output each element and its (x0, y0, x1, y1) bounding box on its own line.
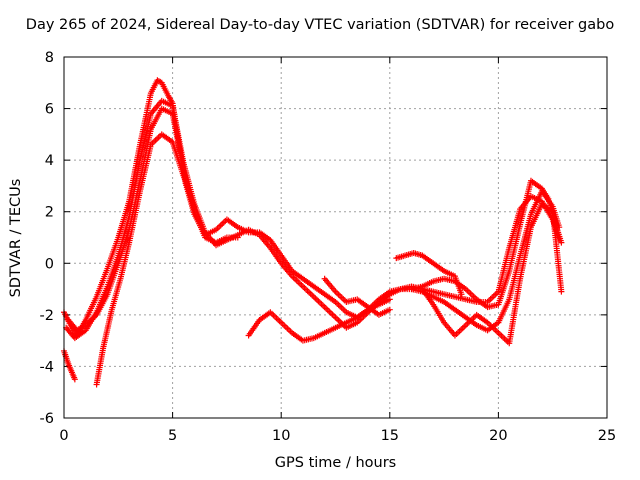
x-tick-label: 5 (168, 428, 177, 444)
chart-title: Day 265 of 2024, Sidereal Day-to-day VTE… (25, 17, 615, 33)
data-point (386, 296, 393, 303)
x-tick-label: 0 (59, 428, 68, 444)
x-axis-label: GPS time / hours (274, 455, 397, 471)
data-points (61, 77, 565, 388)
data-point (234, 234, 241, 241)
y-tick-label: 8 (45, 50, 54, 66)
data-point (386, 306, 393, 313)
series-track-2 (63, 97, 563, 342)
y-tick-label: 0 (45, 256, 54, 272)
series-track-9 (408, 188, 563, 334)
y-tick-label: 6 (45, 102, 54, 118)
series-track-8 (393, 249, 465, 298)
series-track-7 (321, 275, 393, 318)
data-point (558, 288, 565, 295)
data-point (458, 291, 465, 298)
axis-ticks: 0 5 10 15 20 25 -6 -4 -2 0 2 4 6 8 (40, 50, 617, 444)
y-axis-label: SDTVAR / TECUs (8, 178, 24, 298)
x-tick-label: 25 (598, 428, 616, 444)
data-point (191, 203, 198, 210)
series-track-6 (245, 296, 393, 344)
series-track-4 (93, 131, 198, 388)
x-tick-label: 20 (489, 428, 507, 444)
y-tick-label: 2 (45, 205, 54, 221)
y-tick-label: -6 (40, 411, 54, 427)
y-tick-label: -2 (40, 308, 54, 324)
x-tick-label: 10 (272, 428, 290, 444)
plot-frame (63, 56, 608, 419)
y-tick-label: -4 (40, 359, 54, 375)
x-tick-label: 15 (381, 428, 399, 444)
data-point (71, 376, 78, 383)
y-tick-label: 4 (45, 153, 54, 169)
series-track-10 (419, 200, 565, 347)
